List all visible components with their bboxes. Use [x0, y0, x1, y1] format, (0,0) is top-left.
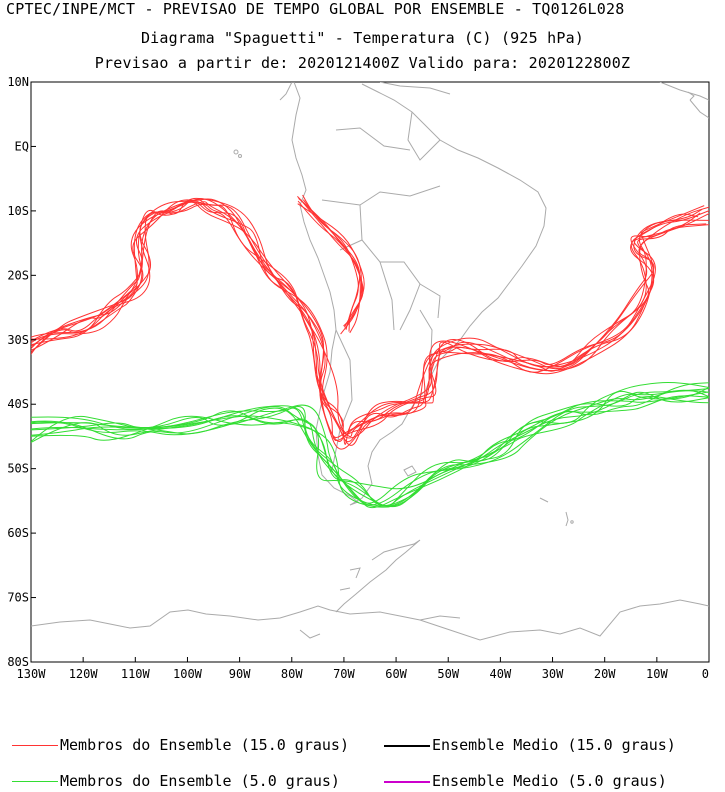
title-line-1: CPTEC/INPE/MCT - PREVISAO DE TEMPO GLOBA…: [6, 0, 625, 18]
lon-tick-label: 90W: [229, 667, 251, 681]
legend-red-members: Membros do Ensemble (15.0 graus): [12, 736, 349, 754]
red-andes-line: [298, 198, 363, 327]
title-line-3: Previsao a partir de: 2020121400Z Valido…: [94, 54, 631, 72]
red-member-line: [31, 201, 703, 446]
lon-tick-label: 70W: [333, 667, 355, 681]
green-member-line: [31, 396, 709, 507]
red-member-line: [31, 199, 709, 450]
lon-tick-label: 100W: [173, 667, 203, 681]
lon-tick-label: 130W: [17, 667, 47, 681]
lon-tick-label: 30W: [542, 667, 564, 681]
legend-red-members-label: Membros do Ensemble (15.0 graus): [60, 736, 349, 754]
green-member-line: [31, 388, 709, 504]
legend-red-mean-label: Ensemble Medio (15.0 graus): [432, 736, 676, 754]
lat-tick-label: 80S: [7, 655, 29, 669]
green-member-line: [31, 386, 709, 507]
lon-tick-label: 80W: [281, 667, 303, 681]
coastlines: [31, 82, 709, 641]
legend-green-swatch: [12, 781, 58, 782]
legend-red-swatch: [12, 745, 58, 746]
title-line-2: Diagrama "Spaguetti" - Temperatura (C) (…: [140, 29, 585, 47]
longitude-axis: 130W 120W 110W 100W 90W 80W 70W 60W 50W 40W 30W 20W…: [17, 657, 710, 681]
lat-tick-label: 30S: [7, 333, 29, 347]
lat-tick-label: 40S: [7, 397, 29, 411]
lat-tick-label: EQ: [15, 139, 29, 153]
lat-tick-label: 60S: [7, 526, 29, 540]
lat-tick-label: 50S: [7, 462, 29, 476]
lon-tick-label: 20W: [594, 667, 616, 681]
green-member-contours: [31, 382, 709, 509]
lat-tick-label: 10N: [7, 75, 29, 89]
lat-tick-label: 10S: [7, 204, 29, 218]
legend-black-swatch: [384, 744, 430, 747]
green-member-line: [31, 391, 709, 509]
lon-tick-label: 50W: [437, 667, 459, 681]
legend-green-members: Membros do Ensemble (5.0 graus): [12, 772, 340, 790]
green-member-line: [31, 391, 709, 508]
legend-green-mean-label: Ensemble Medio (5.0 graus): [432, 772, 667, 790]
legend-green-mean: Ensemble Medio (5.0 graus): [384, 772, 667, 790]
legend-red-mean: Ensemble Medio (15.0 graus): [384, 736, 676, 754]
green-member-line: [31, 395, 709, 490]
lon-tick-label: 120W: [69, 667, 99, 681]
red-andes-line: [297, 203, 365, 329]
latitude-axis: 10N EQ 10S 20S 30S 40S 50S 60S 70S 80S: [7, 75, 36, 669]
legend-green-members-label: Membros do Ensemble (5.0 graus): [60, 772, 340, 790]
lat-tick-label: 70S: [7, 591, 29, 605]
green-member-line: [31, 390, 709, 506]
red-member-line: [31, 203, 707, 435]
red-member-line: [31, 201, 709, 445]
red-member-contours: [31, 194, 709, 450]
lon-tick-label: 110W: [121, 667, 151, 681]
lon-tick-label: 10W: [646, 667, 668, 681]
legend-purple-swatch: [384, 780, 430, 783]
map-frame: [30, 81, 710, 663]
lon-tick-label: 40W: [490, 667, 512, 681]
lon-tick-label: 60W: [385, 667, 407, 681]
lon-tick-label: 0: [702, 667, 709, 681]
spaghetti-map: 10N EQ 10S 20S 30S 40S 50S 60S 70S 80S 130W 120W 11…: [7, 75, 710, 681]
lat-tick-label: 20S: [7, 268, 29, 282]
